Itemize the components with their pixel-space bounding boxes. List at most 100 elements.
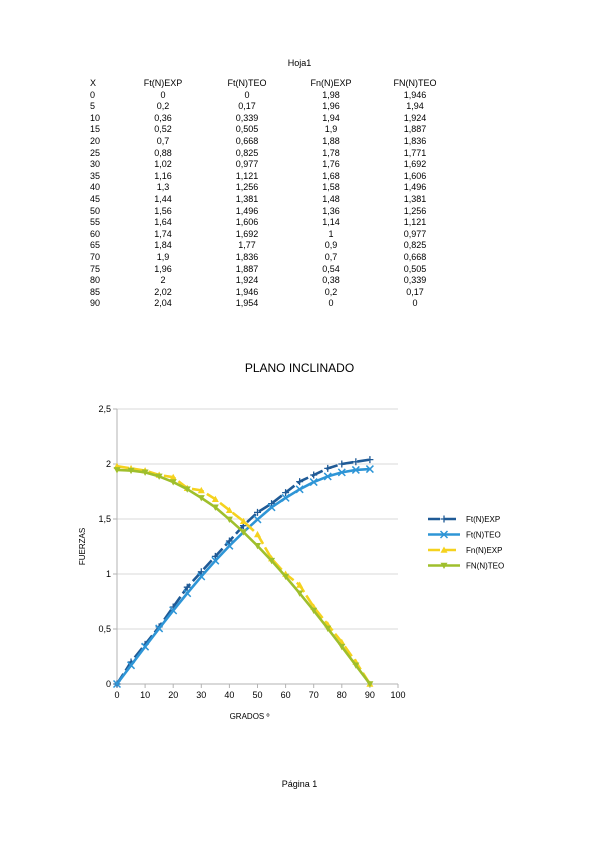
cell-ft-exp: 1,96 (154, 263, 172, 274)
cell-fn-teo: 1,256 (403, 205, 427, 216)
cell-ft-teo: 1,692 (235, 228, 259, 239)
cell-ft-exp: 1,16 (154, 170, 172, 181)
cell-ft-exp: 0,7 (156, 135, 170, 146)
data-point (197, 568, 205, 576)
cell-x: 30 (90, 159, 101, 170)
table-body: 0 0 0 1,98 1,946 5 0,2 0,17 1,96 1,94 10 0,36 0,339 1… (80, 90, 458, 310)
x-tick-label: 60 (281, 690, 291, 700)
data-point (352, 458, 360, 466)
data-point (225, 541, 234, 550)
cell-x: 50 (90, 205, 101, 216)
cell-ft-teo: 1,954 (235, 298, 259, 309)
table-row: 65 1,84 1,77 0,9 0,825 (80, 240, 458, 252)
table-row: 25 0,88 0,825 1,78 1,771 (80, 148, 458, 160)
table-row: 60 1,74 1,692 1 0,977 (80, 229, 458, 241)
table-row: 70 1,9 1,836 0,7 0,668 (80, 252, 458, 264)
data-point (254, 508, 261, 516)
legend-marker (439, 530, 449, 539)
legend-marker (440, 546, 448, 553)
legend-label: FN(N)TEO (466, 562, 504, 571)
legend-item: Fn(N)EXP (428, 546, 502, 555)
cell-fn-exp: 1,36 (322, 205, 340, 216)
data-point (282, 573, 290, 581)
legend-label: Ft(N)TEO (466, 531, 501, 540)
cell-ft-exp: 0,88 (154, 147, 172, 158)
cell-fn-exp: 1,78 (322, 147, 340, 158)
table-row: 55 1,64 1,606 1,14 1,121 (80, 217, 458, 229)
data-point (197, 495, 205, 502)
x-tick-label: 10 (140, 690, 150, 700)
series-Fn(N)EXP (113, 462, 374, 687)
header-x: X (90, 78, 97, 88)
cell-ft-exp: 0,52 (154, 124, 172, 135)
cell-ft-exp: 1,84 (154, 240, 172, 251)
cell-x: 15 (90, 124, 101, 135)
cell-x: 70 (90, 251, 101, 262)
table-row: 30 1,02 0,977 1,76 1,692 (80, 159, 458, 171)
data-point (267, 503, 276, 512)
legend-label: Fn(N)EXP (466, 546, 502, 555)
data-point (197, 486, 205, 494)
cell-x: 0 (90, 89, 96, 100)
cell-fn-exp: 1,98 (322, 89, 340, 100)
data-point (169, 473, 177, 480)
table-header-row: X Ft(N)EXP Ft(N)TEO Fn(N)EXP FN(N)TEO (80, 78, 458, 90)
series-Ft(N)EXP (113, 456, 374, 688)
data-point (337, 468, 346, 477)
cell-fn-exp: 1,68 (322, 170, 340, 181)
legend-marker (440, 562, 448, 569)
data-point (197, 572, 206, 581)
line-chart: 0 0,5 1 1,5 2 2,5 0 10 20 30 40 50 60 70 80 90 100 GRADOS… (78, 404, 504, 721)
legend-item: Ft(N)EXP (428, 515, 500, 524)
cell-x: 60 (90, 228, 101, 239)
x-axis-label: GRADOS º (230, 712, 270, 721)
cell-ft-exp: 0,36 (154, 112, 172, 123)
x-tick-label: 100 (390, 690, 405, 700)
series-line (116, 468, 371, 685)
data-point (112, 679, 122, 689)
cell-x: 25 (90, 147, 101, 158)
cell-x: 75 (90, 263, 101, 274)
cell-ft-exp: 1,9 (156, 251, 170, 262)
data-point (211, 504, 219, 511)
table-row: 40 1,3 1,256 1,58 1,496 (80, 182, 458, 194)
cell-fn-teo: 1,946 (403, 89, 427, 100)
table-row: 45 1,44 1,381 1,48 1,381 (80, 194, 458, 206)
cell-fn-exp: 0,2 (324, 286, 338, 297)
data-point (310, 607, 318, 615)
series-line (115, 467, 370, 685)
data-point (211, 556, 220, 565)
table-row: 20 0,7 0,668 1,88 1,836 (80, 136, 458, 148)
cell-fn-teo: 0,668 (403, 251, 427, 262)
data-point (365, 465, 374, 474)
data-point (127, 467, 135, 475)
data-point (324, 464, 332, 472)
cell-fn-teo: 1,924 (403, 112, 427, 123)
cell-fn-teo: 0,825 (403, 240, 427, 251)
cell-ft-teo: 0,977 (235, 159, 259, 170)
table-row: 15 0,52 0,505 1,9 1,887 (80, 124, 458, 136)
data-table: X Ft(N)EXP Ft(N)TEO Fn(N)EXP FN(N)TEO 0 0… (80, 78, 458, 310)
cell-ft-exp: 1,56 (154, 205, 172, 216)
cell-fn-exp: 1,48 (322, 193, 340, 204)
cell-ft-teo: 1,946 (235, 286, 259, 297)
data-point (310, 471, 318, 479)
x-tick-label: 50 (252, 690, 262, 700)
sheet-title: Hoja1 (287, 58, 312, 68)
cell-ft-teo: 1,606 (235, 217, 259, 228)
data-point (366, 456, 374, 464)
data-point (141, 469, 149, 476)
cell-ft-teo: 0,668 (235, 135, 259, 146)
table-row: 75 1,96 1,887 0,54 0,505 (80, 264, 458, 276)
table-row: 5 0,2 0,17 1,96 1,94 (80, 101, 458, 113)
header-fn-teo: FN(N)TEO (393, 78, 437, 88)
data-point (296, 590, 304, 597)
table-row: 80 2 1,924 0,38 0,339 (80, 275, 458, 287)
cell-ft-teo: 1,77 (238, 240, 256, 251)
cell-x: 20 (90, 135, 101, 146)
cell-fn-teo: 1,94 (406, 101, 424, 112)
series-line (115, 458, 371, 685)
y-axis-label: FUERZAS (78, 528, 87, 565)
header-fn-exp: Fn(N)EXP (310, 78, 352, 88)
data-point (296, 478, 304, 486)
